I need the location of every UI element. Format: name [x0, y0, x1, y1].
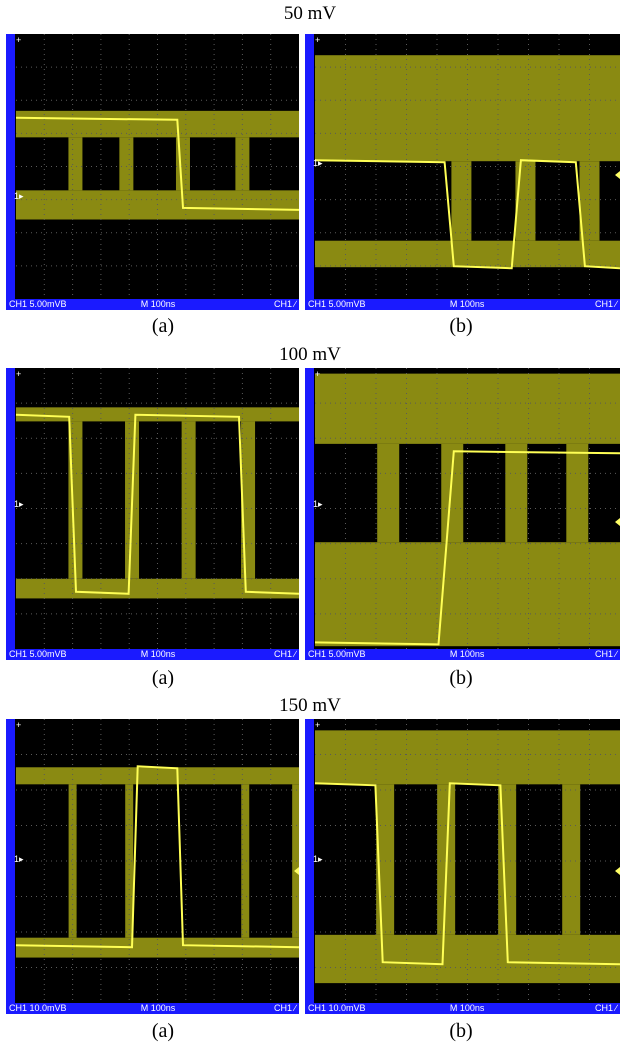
signal-trace [15, 765, 299, 949]
signal-trace [314, 159, 620, 270]
scope-screen [314, 368, 620, 649]
scope-side-bar [6, 719, 15, 1014]
trigger-position-marker: + [16, 35, 22, 45]
eye-crossing [241, 784, 250, 938]
timebase-label: M 100ns [449, 299, 485, 309]
trigger-label: CH1 ∕ [594, 299, 617, 309]
trigger-label: CH1 ∕ [594, 649, 617, 659]
eye-crossing [119, 137, 134, 191]
trigger-label: CH1 ∕ [273, 1003, 296, 1013]
scope-panel-row3-b: + 1▸ CH1 10.0mVB M 100ns CH1 ∕ [305, 719, 620, 1014]
eye-crossing [515, 161, 536, 241]
eye-crossing [181, 421, 196, 579]
trigger-level-icon [294, 867, 299, 875]
scope-panel-row2-a: + 1▸ CH1 5.00mVB M 100ns CH1 ∕ [6, 368, 299, 660]
trigger-level-icon [615, 867, 620, 875]
eye-crossing [377, 443, 400, 543]
caption-row2-a: (a) [151, 667, 175, 689]
caption-row3-a: (a) [151, 1020, 175, 1042]
timebase-label: M 100ns [140, 299, 176, 309]
trigger-position-marker: + [315, 369, 321, 379]
trigger-label: CH1 ∕ [273, 299, 296, 309]
scope-panel-row2-b: + 1▸ CH1 5.00mVB M 100ns CH1 ∕ [305, 368, 620, 660]
channel-scale-label: CH1 5.00mVB [308, 649, 366, 659]
eye-crossing [68, 137, 83, 191]
eye-crossing [68, 421, 83, 579]
eye-band [315, 240, 620, 268]
scope-panel-row3-a: + 1▸ CH1 10.0mVB M 100ns CH1 ∕ [6, 719, 299, 1014]
ground-marker: 1▸ [14, 191, 24, 201]
trigger-position-marker: + [16, 720, 22, 730]
eye-crossing [441, 443, 464, 543]
eye-crossing [235, 137, 250, 191]
scope-side-bar [305, 368, 314, 660]
eye-band [315, 55, 620, 162]
trigger-label: CH1 ∕ [594, 1003, 617, 1013]
scope-side-bar [6, 34, 15, 310]
caption-row2-b: (b) [449, 667, 473, 689]
signal-trace [15, 413, 299, 595]
signal-trace [15, 116, 299, 211]
scope-side-bar [305, 34, 314, 310]
row-title-100mv: 100 mV [279, 344, 341, 365]
eye-crossing [68, 784, 77, 938]
eye-crossing [292, 784, 299, 938]
signal-trace [314, 450, 620, 646]
scope-screen [15, 719, 299, 1003]
timebase-label: M 100ns [449, 649, 485, 659]
scope-status-bar: CH1 10.0mVB M 100ns CH1 ∕ [305, 1003, 620, 1014]
scope-side-bar [6, 368, 15, 660]
eye-crossing [505, 443, 528, 543]
ground-marker: 1▸ [313, 854, 323, 864]
trigger-position-marker: + [315, 720, 321, 730]
eye-crossing [566, 443, 589, 543]
scope-panel-row1-a: + 1▸ CH1 5.00mVB M 100ns CH1 ∕ [6, 34, 299, 310]
scope-screen [314, 719, 620, 1003]
ground-marker: 1▸ [313, 499, 323, 509]
scope-screen [15, 368, 299, 649]
eye-band [315, 730, 620, 785]
scope-screen [15, 34, 299, 299]
eye-crossing [562, 784, 581, 935]
signal-trace [314, 782, 620, 966]
timebase-label: M 100ns [140, 649, 176, 659]
eye-band [315, 542, 620, 647]
scope-status-bar: CH1 5.00mVB M 100ns CH1 ∕ [305, 649, 620, 660]
channel-scale-label: CH1 5.00mVB [308, 299, 366, 309]
scope-status-bar: CH1 5.00mVB M 100ns CH1 ∕ [6, 649, 299, 660]
scope-screen [314, 34, 620, 299]
eye-band [315, 934, 620, 984]
eye-crossing [451, 161, 472, 241]
trigger-label: CH1 ∕ [273, 649, 296, 659]
scope-status-bar: CH1 5.00mVB M 100ns CH1 ∕ [305, 299, 620, 310]
scope-status-bar: CH1 5.00mVB M 100ns CH1 ∕ [6, 299, 299, 310]
caption-row1-a: (a) [151, 315, 175, 337]
channel-scale-label: CH1 10.0mVB [308, 1003, 366, 1013]
channel-scale-label: CH1 5.00mVB [9, 299, 67, 309]
channel-scale-label: CH1 10.0mVB [9, 1003, 67, 1013]
trigger-position-marker: + [315, 35, 321, 45]
ground-marker: 1▸ [313, 158, 323, 168]
caption-row1-b: (b) [449, 315, 473, 337]
trigger-level-icon [615, 518, 620, 526]
row-title-50mv: 50 mV [283, 3, 337, 24]
timebase-label: M 100ns [449, 1003, 485, 1013]
eye-crossing [125, 784, 134, 938]
eye-crossing [579, 161, 600, 241]
ground-marker: 1▸ [14, 499, 24, 509]
eye-band [16, 937, 299, 958]
scope-panel-row1-b: + 1▸ CH1 5.00mVB M 100ns CH1 ∕ [305, 34, 620, 310]
eye-band [16, 767, 299, 785]
scope-status-bar: CH1 10.0mVB M 100ns CH1 ∕ [6, 1003, 299, 1014]
row-title-150mv: 150 mV [279, 695, 341, 716]
channel-scale-label: CH1 5.00mVB [9, 649, 67, 659]
trigger-level-icon [615, 171, 620, 179]
ground-marker: 1▸ [14, 854, 24, 864]
caption-row3-b: (b) [449, 1020, 473, 1042]
trigger-position-marker: + [16, 369, 22, 379]
timebase-label: M 100ns [140, 1003, 176, 1013]
scope-side-bar [305, 719, 314, 1014]
